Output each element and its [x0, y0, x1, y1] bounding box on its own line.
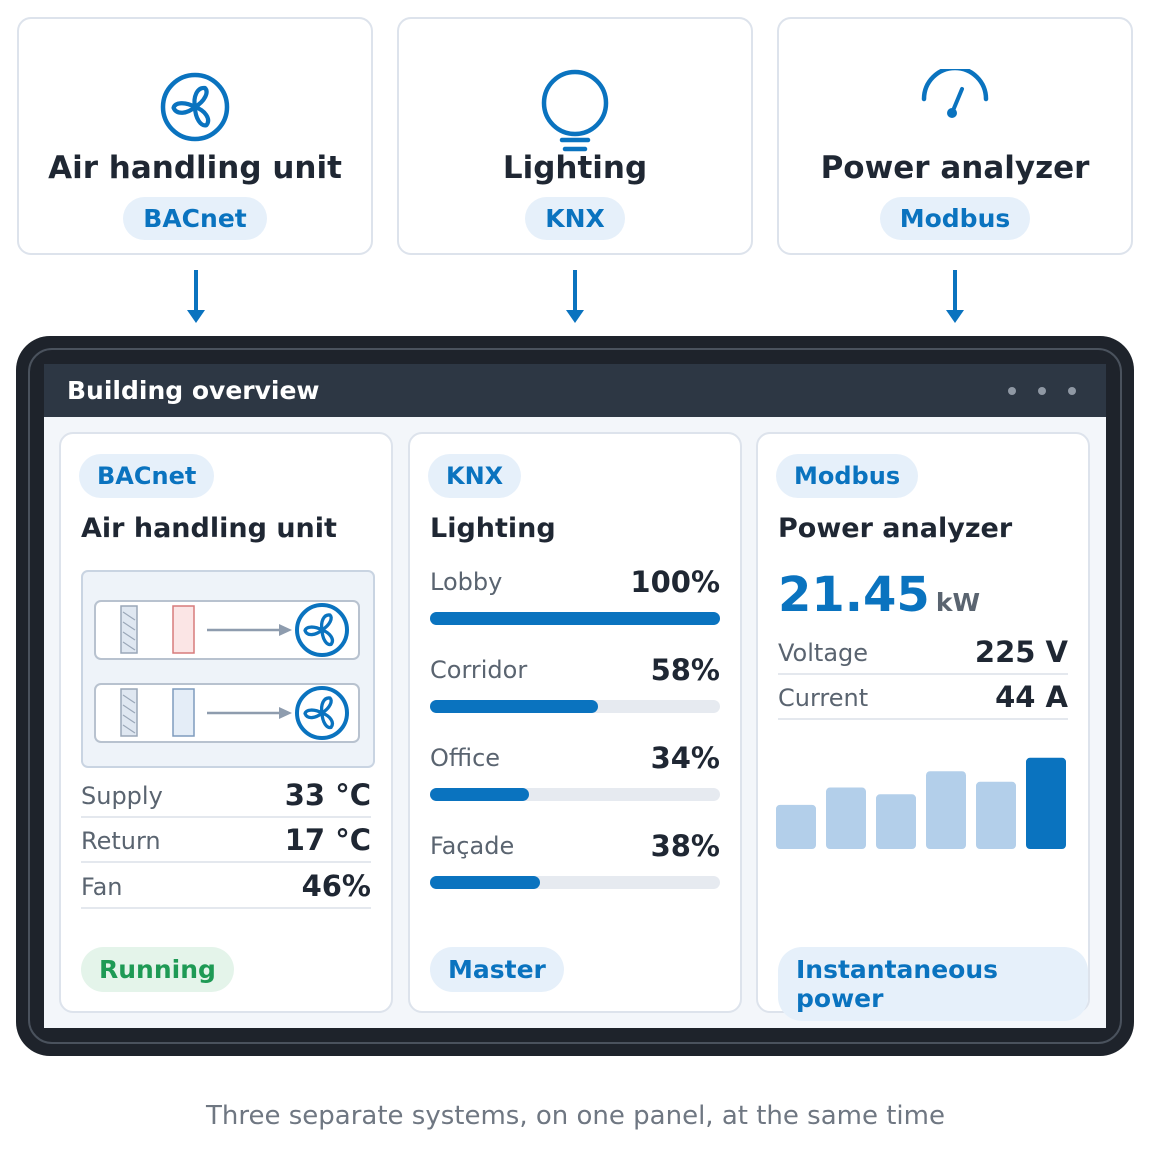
chart-bar-5: [976, 781, 1016, 849]
panel-screen: Building overview BACnet Air handling un…: [44, 364, 1106, 1028]
level-fill: [430, 788, 529, 801]
down-arrow-icon: [566, 270, 584, 323]
power-value: 21.45: [778, 567, 930, 623]
source-card-lighting: Lighting KNX: [397, 17, 753, 255]
level-track[interactable]: [430, 788, 720, 801]
chart-bar-2: [826, 787, 866, 849]
fan-icon: [160, 72, 230, 142]
status-badge: Running: [81, 947, 234, 992]
cooling-coil-icon: [172, 688, 195, 737]
widget-title-ahu: Air handling unit: [81, 513, 337, 544]
down-arrow-icon: [946, 270, 964, 323]
light-zone-corridor[interactable]: Corridor 58%: [430, 653, 720, 726]
source-title-lighting: Lighting: [502, 150, 648, 186]
light-bulb-icon: [541, 69, 609, 152]
chart-bar-1: [776, 804, 816, 849]
reading-row-supply: Supply 33 °C: [81, 774, 371, 818]
protocol-badge-knx: KNX: [525, 197, 625, 240]
protocol-badge-knx: KNX: [428, 454, 522, 498]
power-history-chart: [776, 757, 1066, 849]
level-fill: [430, 876, 541, 889]
chart-bar-6: [1026, 757, 1066, 849]
reading-row-fan: Fan 46%: [81, 865, 371, 909]
page-title: Building overview: [67, 376, 320, 405]
level-track[interactable]: [430, 612, 720, 625]
gauge-icon: [921, 69, 989, 118]
widget-title-power: Power analyzer: [778, 513, 1013, 544]
reading-row-voltage: Voltage 225 V: [778, 631, 1068, 675]
filter-icon: [120, 605, 138, 654]
level-fill: [430, 700, 599, 713]
protocol-badge-modbus: Modbus: [776, 454, 919, 498]
power-reading: 21.45 kW: [778, 567, 980, 623]
widget-title-lighting: Lighting: [430, 513, 556, 544]
panel-bezel: [28, 348, 1122, 1044]
light-zone-office[interactable]: Office 34%: [430, 741, 720, 814]
widget-power[interactable]: Modbus Power analyzer 21.45 kW Voltage 22…: [756, 432, 1090, 1021]
fan-icon: [295, 686, 349, 740]
protocol-badge-bacnet: BACnet: [123, 197, 267, 240]
source-card-power: Power analyzer Modbus: [777, 17, 1133, 255]
reading-row-return: Return 17 °C: [81, 819, 371, 863]
status-badge: Instantaneous power: [778, 947, 1088, 1021]
down-arrow-icon: [187, 270, 205, 323]
level-fill: [430, 612, 720, 625]
chart-bar-4: [926, 771, 966, 849]
status-badge: Master: [430, 947, 564, 992]
power-unit: kW: [935, 588, 981, 617]
fan-icon: [295, 603, 349, 657]
level-track[interactable]: [430, 876, 720, 889]
source-title-ahu: Air handling unit: [48, 150, 342, 186]
level-track[interactable]: [430, 700, 720, 713]
light-zone-lobby[interactable]: Lobby 100%: [430, 565, 720, 638]
more-dots-icon[interactable]: [1008, 364, 1086, 417]
chart-bar-3: [876, 794, 916, 849]
source-title-power: Power analyzer: [820, 150, 1090, 186]
protocol-badge-modbus: Modbus: [879, 197, 1031, 240]
caption: Three separate systems, on one panel, at…: [206, 1101, 945, 1131]
light-zone-facade[interactable]: Façade 38%: [430, 829, 720, 902]
source-card-ahu: Air handling unit BACnet: [17, 17, 373, 255]
filter-icon: [120, 688, 138, 737]
widget-lighting[interactable]: KNX Lighting Lobby 100% Corridor 58% Off…: [408, 432, 742, 1013]
reading-row-current: Current 44 A: [778, 676, 1068, 720]
widget-ahu[interactable]: BACnet Air handling unit: [59, 432, 393, 1013]
protocol-badge-bacnet: BACnet: [79, 454, 215, 498]
touch-panel: Building overview BACnet Air handling un…: [16, 336, 1134, 1056]
heating-coil-icon: [172, 605, 195, 654]
ahu-schematic: [81, 570, 375, 768]
screen-header: Building overview: [44, 364, 1106, 417]
